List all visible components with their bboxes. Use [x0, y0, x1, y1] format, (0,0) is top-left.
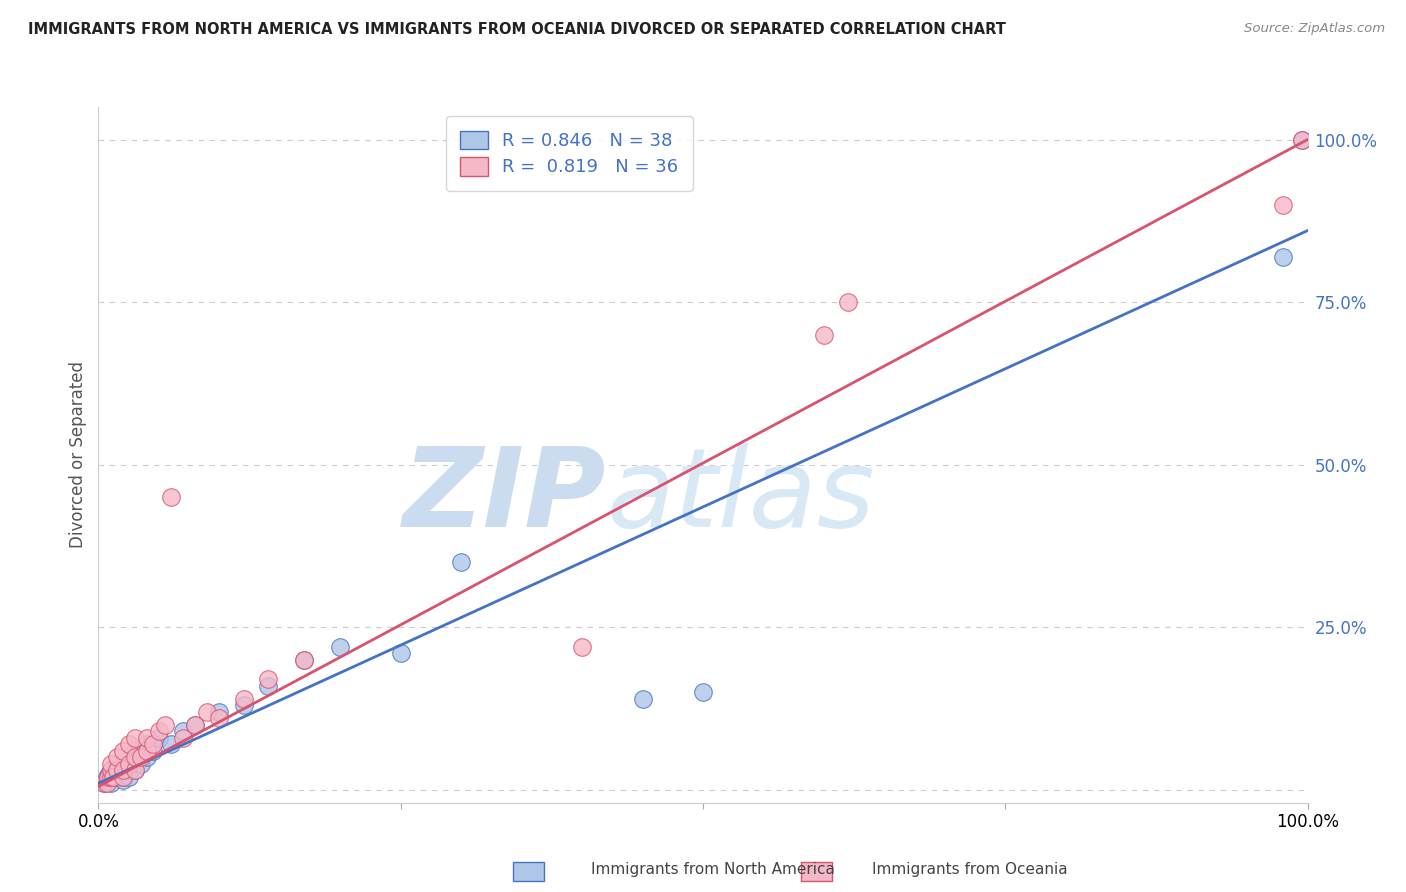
Point — [129, 750, 152, 764]
Point — [184, 718, 207, 732]
Point — [100, 764, 122, 778]
Text: Immigrants from North America: Immigrants from North America — [591, 863, 834, 877]
Point — [232, 691, 254, 706]
Point — [256, 672, 278, 686]
Text: atlas: atlas — [606, 443, 875, 550]
Point — [100, 776, 122, 790]
Point — [124, 764, 146, 778]
Point — [160, 737, 183, 751]
Point — [111, 770, 134, 784]
Point — [172, 724, 194, 739]
Point — [97, 772, 120, 787]
Point — [96, 770, 118, 784]
Point — [837, 295, 859, 310]
Point — [124, 731, 146, 745]
Point — [105, 770, 128, 784]
Point — [96, 776, 118, 790]
Point — [118, 750, 141, 764]
Point — [118, 770, 141, 784]
Point — [93, 776, 115, 790]
Point — [153, 718, 176, 732]
Point — [124, 744, 146, 758]
Point — [184, 718, 207, 732]
Text: Immigrants from Oceania: Immigrants from Oceania — [872, 863, 1067, 877]
Point — [100, 764, 122, 778]
Point — [208, 711, 231, 725]
Point — [1291, 132, 1313, 146]
Point — [148, 731, 170, 745]
Point — [692, 685, 714, 699]
Point — [124, 750, 146, 764]
Point — [135, 750, 157, 764]
Point — [142, 737, 165, 751]
Point — [118, 764, 141, 778]
Point — [1272, 250, 1295, 264]
Point — [105, 756, 128, 771]
Point — [111, 756, 134, 771]
Point — [111, 764, 134, 778]
Point — [329, 640, 352, 654]
Point — [105, 750, 128, 764]
Point — [232, 698, 254, 713]
Point — [256, 679, 278, 693]
Point — [1272, 197, 1295, 211]
Point — [105, 764, 128, 778]
Point — [135, 744, 157, 758]
Point — [111, 764, 134, 778]
Point — [571, 640, 593, 654]
Point — [118, 756, 141, 771]
Point — [101, 770, 124, 784]
Point — [450, 555, 472, 569]
Point — [100, 770, 122, 784]
Point — [100, 770, 122, 784]
Point — [1291, 132, 1313, 146]
Text: ZIP: ZIP — [402, 443, 606, 550]
Point — [93, 776, 115, 790]
Y-axis label: Divorced or Separated: Divorced or Separated — [69, 361, 87, 549]
Point — [97, 770, 120, 784]
Point — [129, 756, 152, 771]
Point — [100, 756, 122, 771]
Point — [135, 731, 157, 745]
Legend: R = 0.846   N = 38, R =  0.819   N = 36: R = 0.846 N = 38, R = 0.819 N = 36 — [446, 116, 693, 191]
Point — [98, 766, 121, 780]
Point — [813, 327, 835, 342]
Point — [118, 737, 141, 751]
Point — [105, 764, 128, 778]
Point — [292, 653, 315, 667]
Point — [148, 724, 170, 739]
Point — [631, 691, 654, 706]
Point — [172, 731, 194, 745]
Point — [124, 764, 146, 778]
Point — [160, 490, 183, 504]
Point — [389, 646, 412, 660]
Point — [135, 737, 157, 751]
Point — [111, 744, 134, 758]
Text: Source: ZipAtlas.com: Source: ZipAtlas.com — [1244, 22, 1385, 36]
Point — [208, 705, 231, 719]
Text: IMMIGRANTS FROM NORTH AMERICA VS IMMIGRANTS FROM OCEANIA DIVORCED OR SEPARATED C: IMMIGRANTS FROM NORTH AMERICA VS IMMIGRA… — [28, 22, 1007, 37]
Point — [111, 770, 134, 784]
Point — [111, 772, 134, 787]
Point — [292, 653, 315, 667]
Point — [195, 705, 218, 719]
Point — [142, 744, 165, 758]
